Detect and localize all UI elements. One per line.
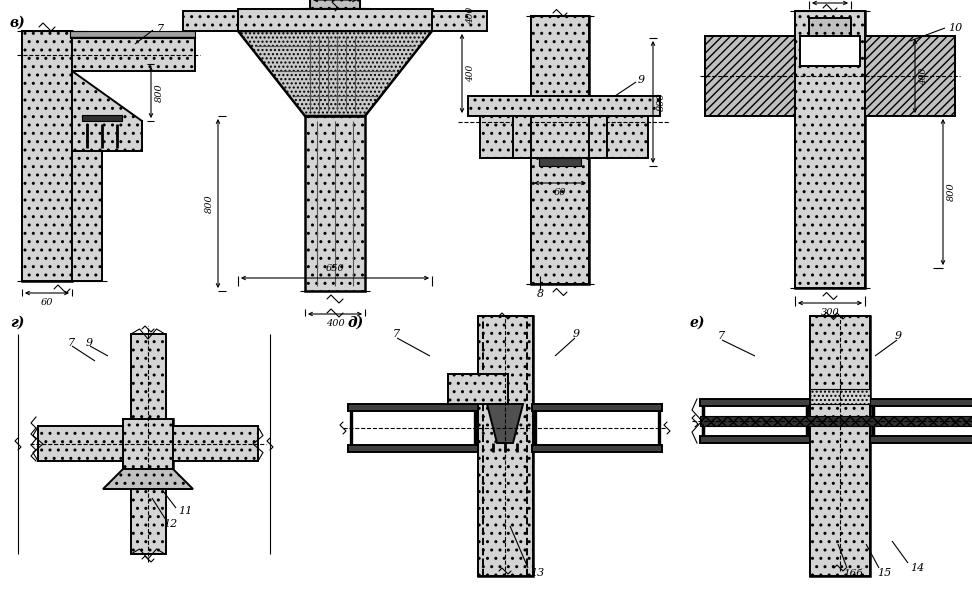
Polygon shape	[487, 404, 523, 443]
Text: 16б: 16б	[843, 568, 862, 578]
Bar	[348, 445, 478, 452]
Bar	[480, 116, 648, 158]
Text: 9: 9	[638, 75, 645, 85]
Text: 7: 7	[157, 24, 164, 34]
Bar	[468, 96, 660, 116]
Polygon shape	[72, 71, 142, 151]
Bar	[700, 436, 810, 443]
Bar	[22, 31, 72, 281]
Text: в): в)	[10, 16, 25, 30]
Text: 400: 400	[919, 67, 928, 85]
Bar	[795, 11, 865, 288]
Bar	[539, 158, 581, 166]
Bar	[531, 16, 589, 284]
Bar	[38, 426, 123, 461]
Bar	[870, 399, 972, 406]
Text: 800: 800	[155, 83, 164, 102]
Text: 300: 300	[820, 308, 840, 317]
Text: 800: 800	[947, 182, 956, 201]
Text: 400: 400	[326, 319, 344, 328]
Bar	[310, 0, 360, 9]
Bar	[432, 11, 487, 31]
Bar	[810, 316, 870, 576]
Text: 14: 14	[910, 563, 924, 573]
Bar	[795, 11, 865, 288]
Bar	[705, 36, 795, 116]
Text: д): д)	[348, 316, 364, 330]
Bar	[865, 36, 955, 116]
Bar	[589, 116, 607, 158]
Polygon shape	[103, 469, 193, 489]
Text: г): г)	[10, 316, 24, 330]
Text: 7: 7	[718, 331, 725, 341]
Text: 800: 800	[657, 93, 666, 112]
Text: 650: 650	[326, 264, 344, 273]
Bar	[72, 38, 195, 71]
Bar	[810, 316, 870, 576]
Bar	[478, 316, 533, 576]
Bar	[478, 316, 533, 576]
Bar	[532, 404, 662, 411]
Bar	[72, 121, 142, 151]
Text: 9: 9	[573, 329, 580, 339]
Bar	[22, 31, 72, 281]
Text: 400: 400	[466, 65, 475, 82]
Bar	[531, 16, 589, 284]
Bar	[800, 36, 860, 66]
Bar	[131, 469, 166, 554]
Text: 7: 7	[68, 338, 75, 348]
Bar	[809, 18, 851, 36]
Text: 60: 60	[41, 298, 53, 307]
Bar	[700, 399, 810, 406]
Text: 400: 400	[466, 7, 475, 24]
Bar	[305, 116, 365, 291]
Text: 12: 12	[163, 519, 177, 529]
Bar	[448, 374, 508, 404]
Text: 60: 60	[554, 188, 567, 197]
Bar	[183, 11, 238, 31]
Bar	[870, 436, 972, 443]
Bar	[82, 115, 122, 121]
Bar	[865, 36, 955, 116]
Bar	[513, 116, 531, 158]
Bar	[700, 416, 972, 426]
Text: 11: 11	[178, 506, 192, 516]
Bar	[131, 334, 166, 419]
Polygon shape	[238, 31, 432, 116]
Bar	[810, 389, 870, 404]
Text: 9: 9	[86, 338, 93, 348]
Bar	[70, 31, 195, 38]
Text: 9: 9	[895, 331, 902, 341]
Bar	[123, 419, 173, 469]
Text: 7: 7	[393, 329, 400, 339]
Text: 13: 13	[530, 568, 544, 578]
Text: 15: 15	[877, 568, 891, 578]
Bar	[348, 404, 478, 411]
Bar	[123, 419, 173, 469]
Text: е): е)	[690, 316, 706, 330]
Bar	[173, 426, 258, 461]
Text: 8: 8	[537, 289, 543, 299]
Bar	[705, 36, 795, 116]
Bar	[72, 151, 102, 281]
Text: 800: 800	[205, 194, 214, 213]
Bar	[532, 445, 662, 452]
Bar	[238, 9, 433, 31]
Text: 10: 10	[948, 23, 962, 33]
